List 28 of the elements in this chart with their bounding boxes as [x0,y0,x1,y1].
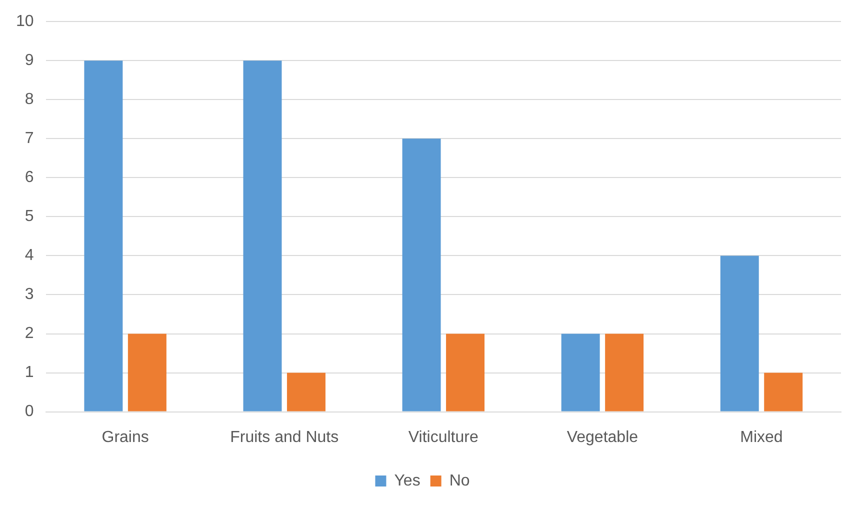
x-tick-label: Grains [102,428,149,446]
y-tick-label: 10 [16,13,34,30]
bar [84,60,123,412]
bar [286,372,326,412]
legend-label: Yes [394,472,420,490]
y-tick-label: 6 [24,169,34,186]
legend-label: No [449,472,470,490]
y-tick-label: 8 [24,91,34,108]
y-tick-label: 0 [24,403,34,420]
y-tick-label: 1 [24,364,34,382]
y-tick-label: 9 [24,52,34,70]
y-tick-label: 7 [24,130,34,148]
bar [243,60,282,412]
y-tick-label: 3 [24,286,34,304]
bar [446,334,485,412]
bar [561,334,600,412]
y-tick-label: 4 [24,247,34,264]
y-tick-label: 5 [24,208,34,226]
x-tick-label: Viticulture [408,428,478,446]
bar [402,138,441,412]
x-tick-label: Mixed [740,428,783,446]
bar [128,334,166,412]
bar [764,372,803,412]
bar [605,334,644,412]
bar [720,256,759,412]
x-tick-label: Fruits and Nuts [230,428,339,446]
x-tick-label: Vegetable [566,428,638,446]
y-tick-label: 2 [24,325,34,342]
